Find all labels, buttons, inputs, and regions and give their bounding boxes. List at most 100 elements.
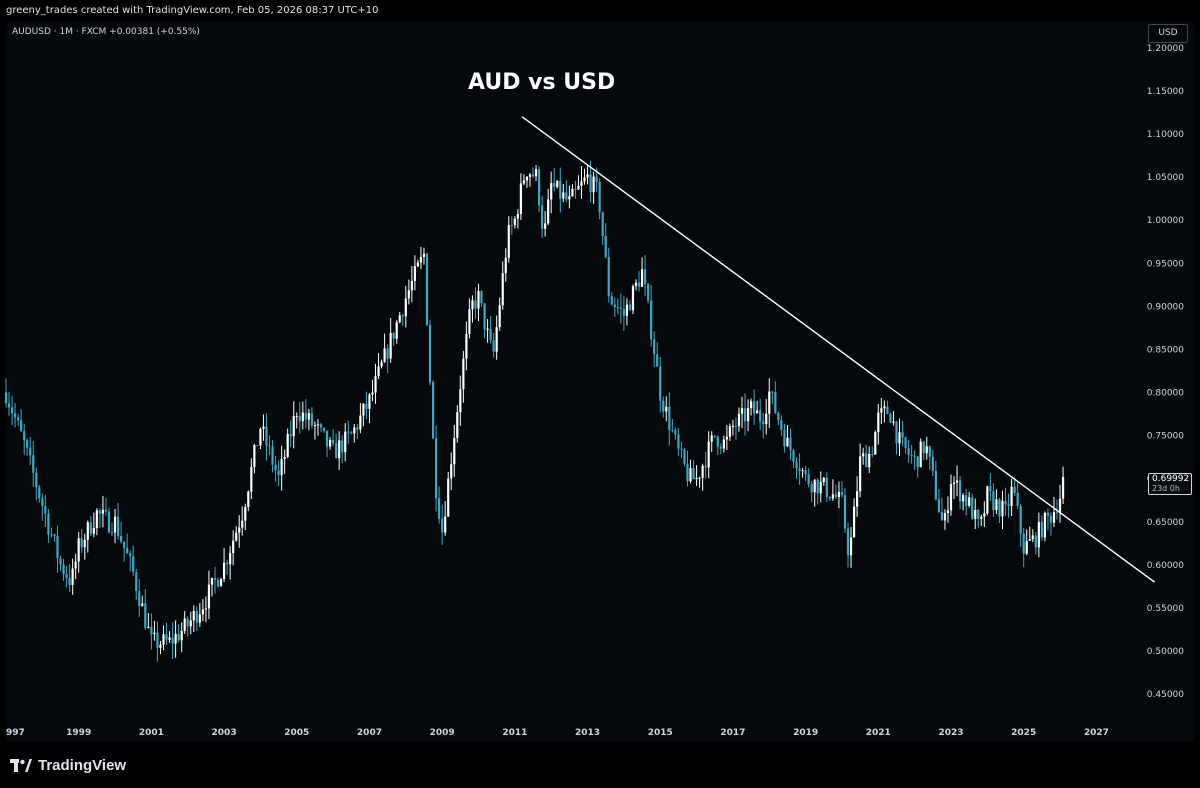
candle-body: [852, 506, 856, 538]
candle-body: [489, 328, 492, 341]
candle-body: [507, 225, 510, 258]
x-tick-label: 2019: [793, 728, 818, 738]
candle-body: [413, 266, 416, 281]
top-bar: greeny_trades created with TradingView.c…: [0, 0, 1200, 22]
candle-body: [916, 456, 919, 468]
candle-body: [525, 176, 529, 181]
candle-body: [634, 282, 638, 287]
x-tick-label: 2015: [648, 728, 673, 738]
candle-body: [271, 446, 274, 465]
y-tick-label: 1.10000: [1147, 130, 1184, 140]
candle-body: [256, 445, 259, 447]
candle-body: [571, 188, 574, 197]
candle-body: [1025, 540, 1028, 554]
candle-body: [843, 495, 847, 529]
downtrend-line: [521, 116, 1155, 583]
candle-body: [438, 498, 441, 519]
candle-body: [971, 497, 974, 519]
candle-body: [613, 304, 616, 308]
footer: [0, 742, 1200, 788]
candle-body: [898, 432, 901, 444]
last-price-value: 0.69992: [1152, 473, 1190, 484]
candle-body: [353, 427, 356, 434]
candle-body: [756, 410, 759, 414]
candle-body: [250, 466, 253, 492]
y-tick-label: 0.80000: [1147, 389, 1184, 399]
candle-body: [253, 445, 256, 467]
candle-body: [238, 527, 241, 533]
symbol-info[interactable]: AUDUSD · 1M · FXCM +0.00381 (+0.55%): [12, 27, 200, 37]
candle-body: [247, 491, 250, 507]
candle-body: [380, 361, 383, 367]
candle-body: [459, 389, 462, 413]
chart-title: AUD vs USD: [468, 70, 616, 95]
currency-button[interactable]: USD: [1148, 24, 1188, 43]
candle-body: [132, 556, 135, 573]
y-tick-label: 1.15000: [1147, 87, 1184, 97]
candle-body: [965, 495, 968, 506]
candle-body: [874, 432, 877, 455]
candle-body: [289, 434, 292, 437]
candle-body: [213, 577, 217, 580]
candle-body: [828, 496, 831, 499]
candle-body: [20, 420, 23, 432]
x-tick-label: 2005: [284, 728, 309, 738]
candle-body: [704, 465, 707, 468]
x-tick-label: 2009: [430, 728, 455, 738]
x-tick-label: 2027: [1084, 728, 1109, 738]
candle-body: [1061, 477, 1065, 499]
chart-pane[interactable]: [6, 22, 1194, 742]
candle-body: [834, 494, 838, 498]
candle-body: [780, 420, 783, 430]
candle-body: [577, 185, 580, 190]
candle-body: [144, 603, 147, 628]
candle-body: [195, 611, 198, 623]
candle-body: [528, 174, 532, 177]
candle-body: [159, 644, 162, 648]
candle-body: [368, 394, 371, 409]
candle-body: [804, 470, 807, 475]
candle-body: [447, 478, 450, 517]
candle-body: [810, 484, 813, 493]
candle-body: [707, 441, 710, 468]
candle-body: [849, 537, 853, 556]
candle-body: [883, 406, 886, 409]
x-tick-label: 1999: [66, 728, 91, 738]
candle-body: [598, 182, 601, 213]
candle-body: [737, 413, 741, 427]
candle-body: [138, 590, 141, 607]
candle-body: [819, 481, 822, 494]
candle-body: [650, 300, 653, 340]
candle-body: [856, 491, 859, 507]
candle-body: [177, 633, 180, 641]
tradingview-logo[interactable]: TradingView: [10, 757, 126, 774]
candle-body: [846, 528, 850, 556]
candle-body: [516, 214, 519, 219]
candle-body: [153, 632, 156, 635]
candle-body: [50, 534, 53, 536]
x-tick-label: 2025: [1011, 728, 1036, 738]
candle-body: [622, 308, 625, 316]
candle-body: [889, 413, 892, 423]
candle-body: [662, 400, 665, 412]
candle-body: [640, 269, 644, 287]
candle-body: [280, 458, 283, 476]
candle-body: [537, 169, 541, 206]
candle-body: [695, 477, 698, 480]
candle-body: [10, 407, 14, 414]
candle-body: [774, 392, 777, 413]
candle-body: [798, 468, 801, 472]
candle-body: [992, 491, 995, 511]
candle-body: [813, 479, 816, 493]
candle-body: [126, 547, 129, 554]
candle-body: [541, 205, 544, 229]
candle-body: [274, 464, 277, 471]
candle-body: [519, 183, 523, 215]
candle-body: [568, 196, 571, 200]
candle-body: [325, 430, 329, 447]
candle-body: [116, 516, 120, 537]
candle-body: [701, 465, 704, 478]
candle-body: [450, 464, 453, 479]
candle-body: [401, 315, 404, 317]
